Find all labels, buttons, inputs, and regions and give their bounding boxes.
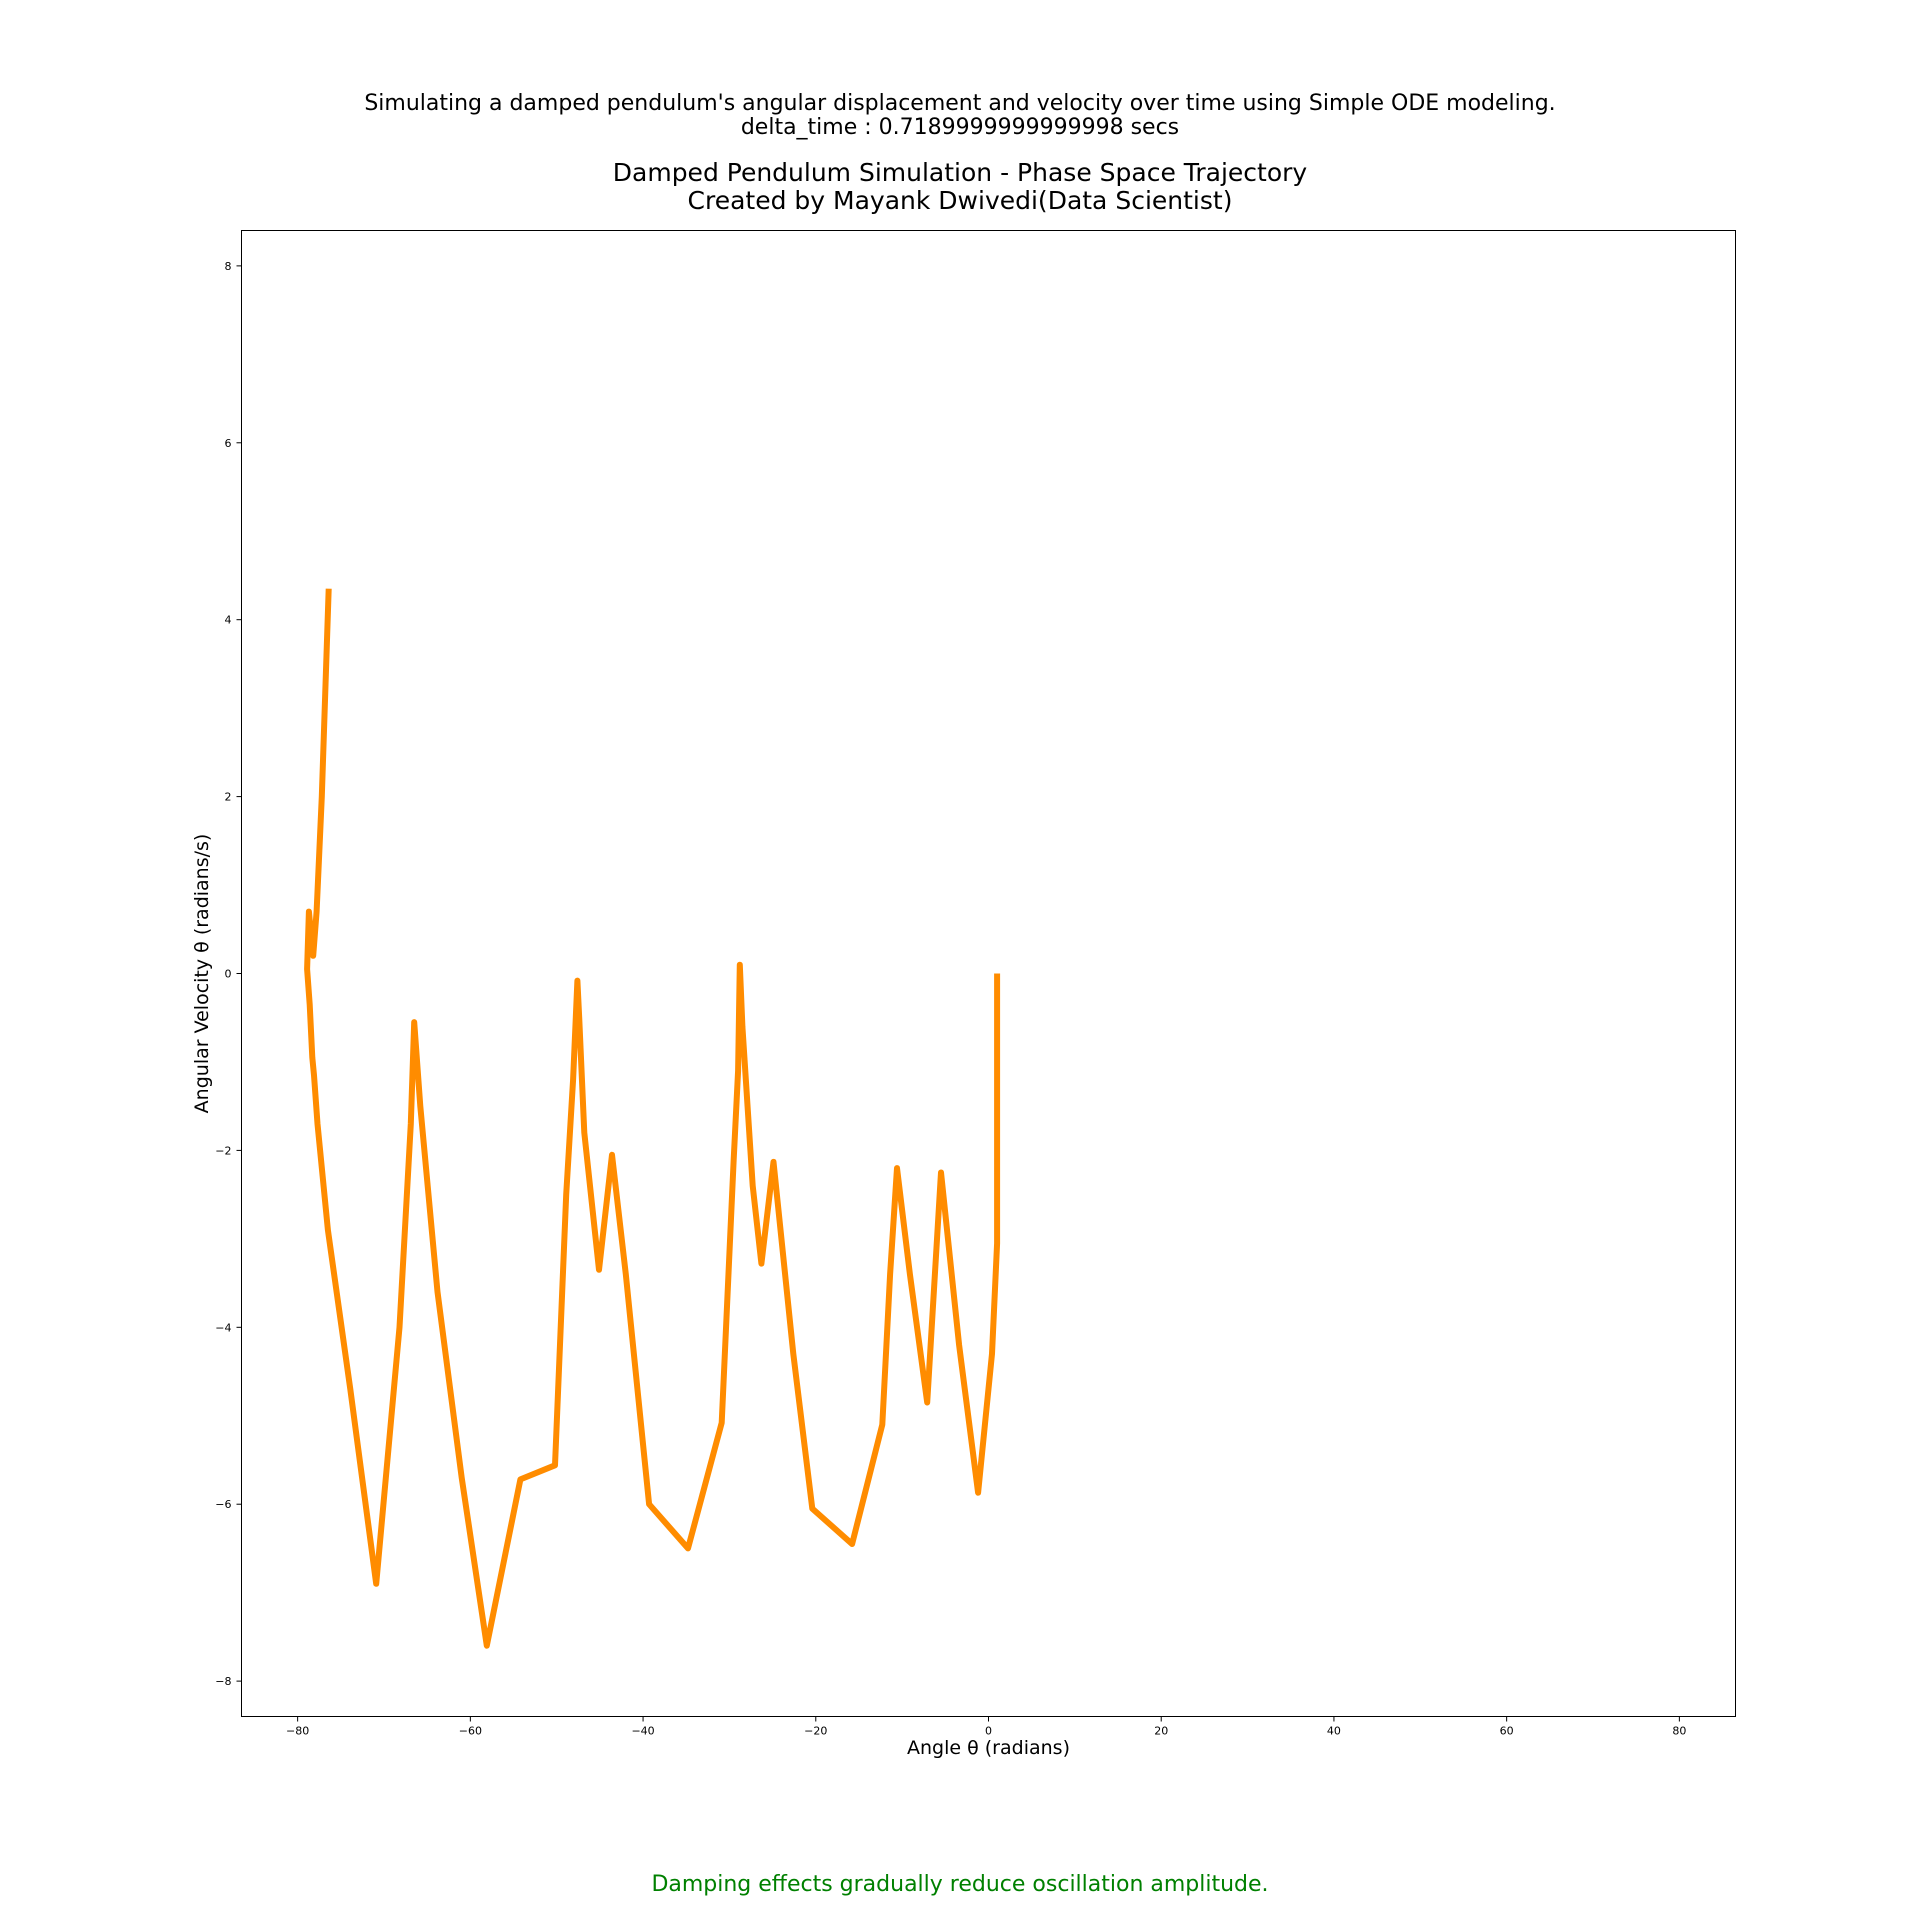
y-tick-label: −8 — [215, 1675, 231, 1688]
suptitle-line-2: delta_time : 0.7189999999999998 secs — [740, 115, 1180, 140]
x-tick-label: 80 — [1672, 1725, 1686, 1738]
x-tick-label: −80 — [286, 1725, 309, 1738]
x-tick-label: −40 — [631, 1725, 654, 1738]
suptitle-line-1: Simulating a damped pendulum's angular d… — [364, 91, 1556, 116]
y-tick-label: 8 — [225, 260, 232, 273]
y-tick-label: 0 — [225, 968, 232, 981]
phase-trajectory-line — [304, 588, 1001, 1649]
x-axis-label: Angle θ (radians) — [907, 1737, 1070, 1759]
y-tick-label: −4 — [215, 1321, 231, 1334]
y-tick-label: 2 — [225, 791, 232, 804]
x-tick-label: 0 — [985, 1725, 992, 1738]
x-tick-label: 60 — [1500, 1725, 1514, 1738]
y-tick-label: 6 — [225, 437, 232, 450]
y-tick-label: −6 — [215, 1498, 231, 1511]
x-tick-label: −20 — [804, 1725, 827, 1738]
damping-caption: Damping effects gradually reduce oscilla… — [651, 1872, 1269, 1897]
series-layer — [304, 588, 1001, 1649]
plot-frame — [241, 230, 1736, 1717]
y-tick-label: −2 — [215, 1144, 231, 1157]
chart-title: Damped Pendulum Simulation - Phase Space… — [0, 159, 1920, 215]
y-tick-label: 4 — [225, 614, 232, 627]
x-tick-label: 20 — [1154, 1725, 1168, 1738]
x-tick-label: −60 — [459, 1725, 482, 1738]
chart-title-line-1: Damped Pendulum Simulation - Phase Space… — [612, 158, 1308, 187]
chart-title-line-2: Created by Mayank Dwivedi(Data Scientist… — [687, 186, 1233, 215]
y-axis-label: Angular Velocity θ (radians/s) — [191, 834, 213, 1114]
x-tick-label: 40 — [1327, 1725, 1341, 1738]
figure-suptitle: Simulating a damped pendulum's angular d… — [0, 92, 1920, 140]
